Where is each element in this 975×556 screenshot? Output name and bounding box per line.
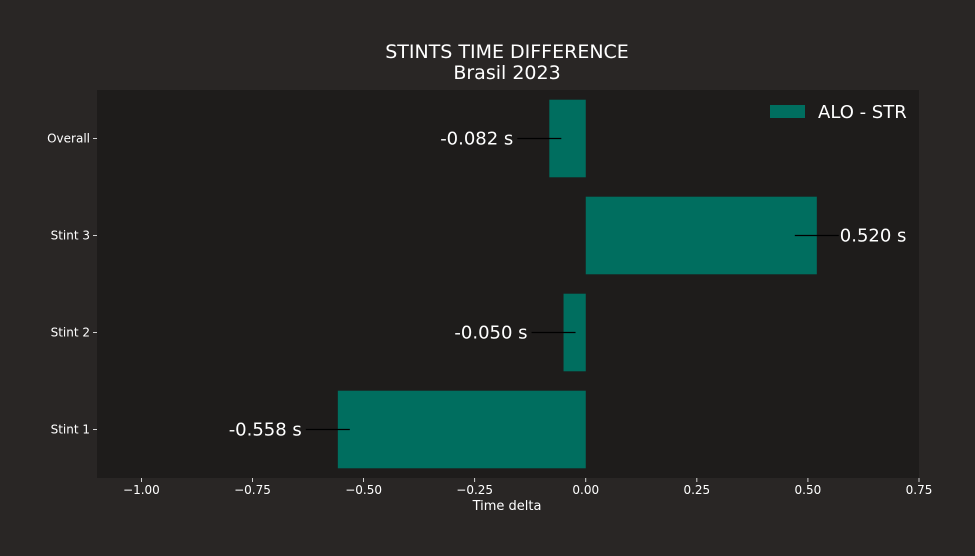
y-axis: Stint 1 Stint 2 Stint 3 Overall bbox=[47, 132, 97, 437]
data-label: 0.520 s bbox=[840, 226, 907, 247]
y-tick-label: Stint 3 bbox=[51, 229, 90, 243]
y-tick-label: Stint 2 bbox=[51, 326, 90, 340]
legend-label: ALO - STR bbox=[818, 102, 907, 123]
bar-stint-1 bbox=[337, 390, 586, 469]
data-label: -0.082 s bbox=[440, 129, 513, 150]
chart-subtitle: Brasil 2023 bbox=[453, 62, 560, 84]
x-axis: −1.00 −0.75 −0.50 −0.25 0.00 0.25 0.50 0.75 bbox=[123, 478, 932, 497]
y-tick-label: Overall bbox=[47, 132, 90, 146]
x-tick-label: 0.50 bbox=[795, 483, 822, 497]
y-tick-label: Stint 1 bbox=[51, 423, 90, 437]
x-tick-label: 0.00 bbox=[572, 483, 599, 497]
legend: ALO - STR bbox=[760, 97, 910, 128]
bar-stint-3 bbox=[585, 196, 817, 275]
x-tick-label: 0.25 bbox=[683, 483, 710, 497]
data-label: -0.050 s bbox=[454, 323, 527, 344]
x-tick-label: 0.75 bbox=[906, 483, 933, 497]
legend-swatch bbox=[770, 105, 805, 118]
chart-title: STINTS TIME DIFFERENCE bbox=[385, 41, 629, 63]
x-axis-label: Time delta bbox=[472, 499, 542, 514]
x-tick-label: −0.75 bbox=[234, 483, 271, 497]
x-tick-label: −1.00 bbox=[123, 483, 160, 497]
x-tick-label: −0.25 bbox=[456, 483, 493, 497]
x-tick-label: −0.50 bbox=[345, 483, 382, 497]
bars-layer: -0.558 s -0.050 s 0.520 s -0.082 s bbox=[229, 99, 907, 469]
data-label: -0.558 s bbox=[229, 420, 302, 441]
